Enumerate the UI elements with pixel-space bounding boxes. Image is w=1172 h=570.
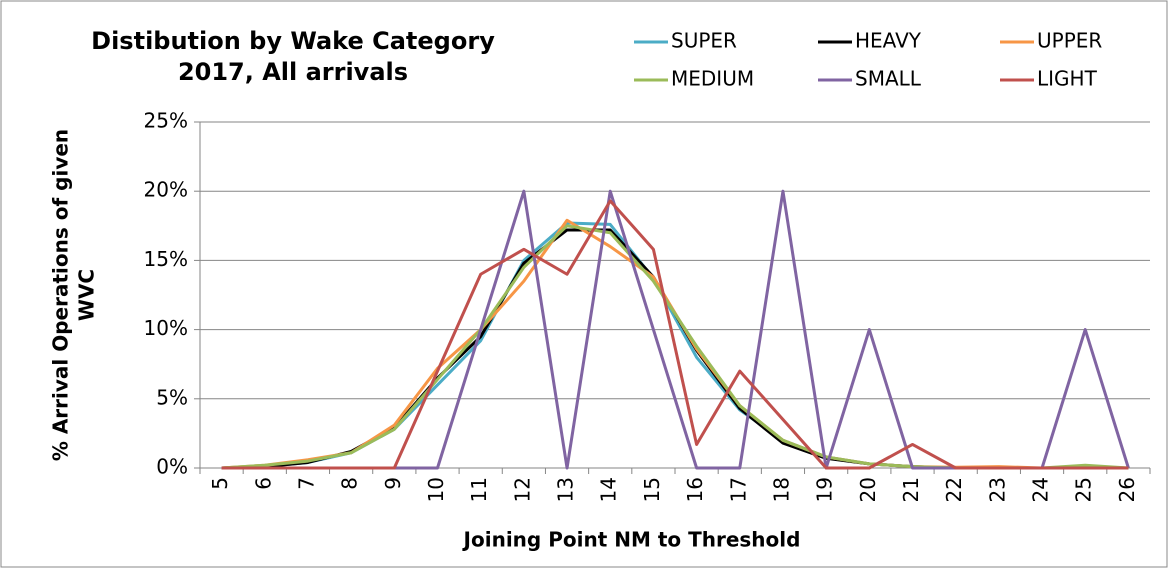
x-tick-label-group: 16: [683, 477, 707, 502]
x-tick-label-group: 26: [1115, 477, 1139, 502]
x-tick-label: 10: [424, 477, 448, 502]
legend-label: LIGHT: [1037, 67, 1098, 91]
x-tick-label: 6: [251, 477, 275, 490]
x-tick-label-group: 11: [467, 477, 491, 502]
x-tick-label-group: 17: [726, 477, 750, 502]
x-tick-label: 20: [856, 477, 880, 502]
x-tick-label: 21: [899, 477, 923, 502]
y-tick-label: 20%: [144, 178, 188, 202]
x-tick-label-group: 5: [208, 477, 232, 490]
x-tick-label-group: 6: [251, 477, 275, 490]
x-tick-label: 19: [813, 477, 837, 502]
x-tick-label-group: 12: [510, 477, 534, 502]
x-tick-label-group: 24: [1029, 477, 1053, 502]
x-tick-label-group: 14: [597, 477, 621, 502]
y-axis-title: % Arrival Operations of given WVC: [49, 129, 99, 461]
x-tick-label: 18: [769, 477, 793, 502]
y-axis-title-line: WVC: [75, 269, 99, 321]
x-tick-label: 16: [683, 477, 707, 502]
x-tick-label: 22: [942, 477, 966, 502]
x-tick-label-group: 18: [769, 477, 793, 502]
chart-title: Distibution by Wake Category: [91, 27, 495, 55]
x-tick-label: 23: [985, 477, 1009, 502]
x-tick-label: 17: [726, 477, 750, 502]
chart-subtitle: 2017, All arrivals: [178, 58, 408, 86]
x-axis-title: Joining Point NM to Threshold: [462, 528, 801, 552]
series-line: [221, 199, 1129, 470]
x-tick-label-group: 13: [554, 477, 578, 502]
x-tick-label: 9: [381, 477, 405, 490]
legend-label: MEDIUM: [671, 67, 754, 91]
x-tick-label-group: 7: [294, 477, 318, 490]
x-tick-label-group: 22: [942, 477, 966, 502]
x-tick-label: 25: [1072, 477, 1096, 502]
x-tick-label: 26: [1115, 477, 1139, 502]
x-tick-label: 5: [208, 477, 232, 490]
x-tick-label-group: 23: [985, 477, 1009, 502]
legend-label: SMALL: [855, 67, 922, 91]
y-tick-label: 10%: [144, 316, 188, 340]
y-axis-title-line: % Arrival Operations of given: [49, 129, 73, 461]
x-tick-label-group: 9: [381, 477, 405, 490]
x-tick-label-group: 15: [640, 477, 664, 502]
legend-label: HEAVY: [855, 29, 922, 53]
x-tick-label: 24: [1029, 477, 1053, 502]
x-tick-label-group: 8: [338, 477, 362, 490]
x-tick-label: 13: [554, 477, 578, 502]
legend-label: SUPER: [671, 29, 737, 53]
x-tick-label: 12: [510, 477, 534, 502]
x-tick-label: 14: [597, 477, 621, 502]
y-tick-label: 25%: [144, 109, 188, 133]
x-tick-label-group: 25: [1072, 477, 1096, 502]
x-tick-label-group: 21: [899, 477, 923, 502]
x-tick-label-group: 20: [856, 477, 880, 502]
x-tick-label-group: 10: [424, 477, 448, 502]
x-tick-label: 11: [467, 477, 491, 502]
y-tick-label: 15%: [144, 247, 188, 271]
x-tick-label: 8: [338, 477, 362, 490]
x-tick-label: 15: [640, 477, 664, 502]
y-tick-label: 5%: [156, 385, 188, 409]
x-tick-label: 7: [294, 477, 318, 490]
legend-label: UPPER: [1037, 29, 1102, 53]
x-tick-label-group: 19: [813, 477, 837, 502]
y-tick-label: 0%: [156, 455, 188, 479]
